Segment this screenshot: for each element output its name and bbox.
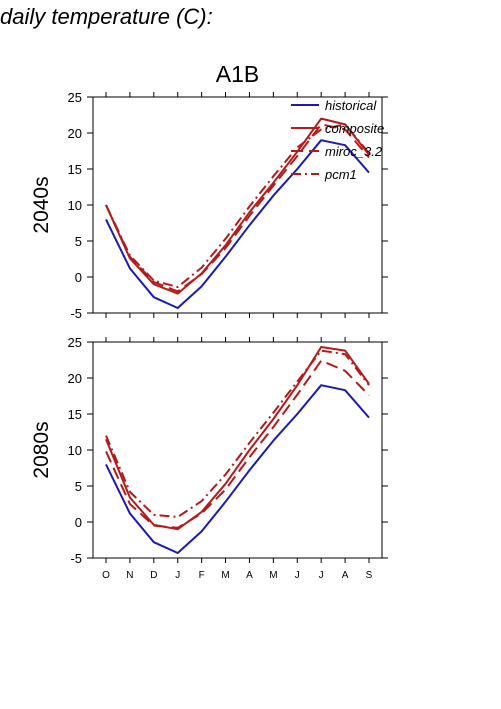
series-line-miroc-3-2 xyxy=(105,359,370,529)
y-tick-label: 25 xyxy=(68,335,82,350)
legend-label: composite xyxy=(325,121,384,136)
series-line-composite xyxy=(105,117,370,295)
series-line-composite xyxy=(105,346,370,531)
y-tick-label: 5 xyxy=(75,234,82,249)
x-tick-label: A xyxy=(342,570,349,581)
x-tick-label: M xyxy=(221,570,229,581)
x-tick-label: J xyxy=(175,570,180,581)
y-tick-label: 20 xyxy=(68,126,82,141)
plot-frame xyxy=(92,341,383,559)
series-line-miroc-3-2 xyxy=(105,123,370,293)
x-tick-label: A xyxy=(246,570,253,581)
legend-label: miroc_3.2 xyxy=(325,144,383,159)
series-line-historical xyxy=(105,139,370,309)
row-label: 2080s xyxy=(30,421,53,478)
y-tick-label: 15 xyxy=(68,162,82,177)
y-tick-label: 0 xyxy=(75,270,82,285)
y-tick-label: -5 xyxy=(70,551,82,566)
series-line-historical xyxy=(105,384,370,554)
x-tick-label: D xyxy=(150,570,157,581)
x-tick-label: J xyxy=(295,570,300,581)
y-tick-label: -5 xyxy=(70,306,82,321)
y-tick-label: 10 xyxy=(68,443,82,458)
chart-title: A1B xyxy=(216,61,259,87)
x-tick-label: M xyxy=(269,570,277,581)
row-label: 2040s xyxy=(30,176,53,233)
x-tick-label: N xyxy=(126,570,133,581)
y-tick-label: 10 xyxy=(68,198,82,213)
page-title: daily temperature (C): xyxy=(0,4,213,29)
x-tick-label: F xyxy=(199,570,205,581)
x-tick-label: J xyxy=(319,570,324,581)
y-tick-label: 0 xyxy=(75,515,82,530)
y-tick-label: 25 xyxy=(68,90,82,105)
y-tick-label: 15 xyxy=(68,407,82,422)
legend-label: pcm1 xyxy=(324,167,357,182)
legend-label: historical xyxy=(325,98,377,113)
series-line-pcm1 xyxy=(105,123,370,289)
series-line-pcm1 xyxy=(105,349,370,518)
y-tick-label: 20 xyxy=(68,371,82,386)
x-tick-label: S xyxy=(366,570,373,581)
y-tick-label: 5 xyxy=(75,479,82,494)
x-tick-label: O xyxy=(102,570,110,581)
